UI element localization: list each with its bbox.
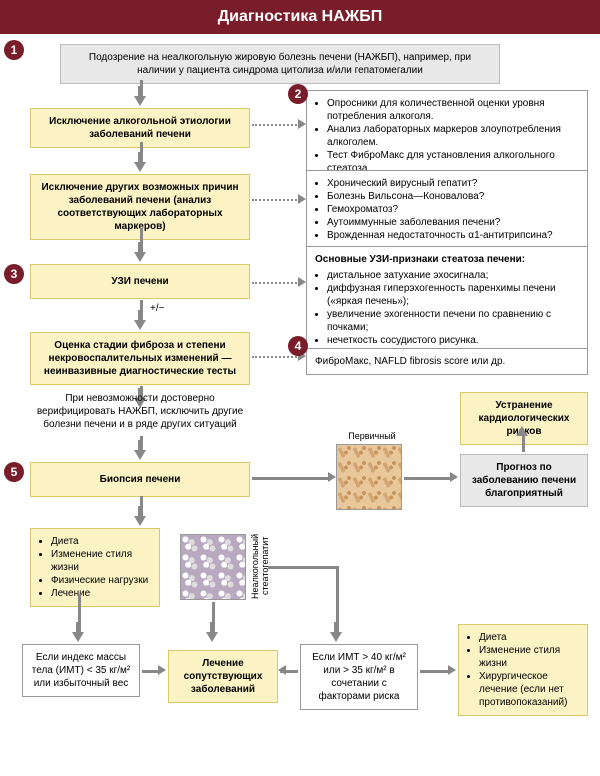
box-surgery: Диета Изменение стиля жизни Хирургическо… [458,624,588,716]
plus-minus-label: +/− [150,302,164,315]
flowchart-canvas: 1 Подозрение на неалкогольную жировую бо… [0,34,600,774]
box-bmi-high: Если ИМТ > 40 кг/м² или > 35 кг/м² в соч… [300,644,418,710]
box-lifestyle: Диета Изменение стиля жизни Физические н… [30,528,160,607]
box-comorbid: Лечение сопутствующих заболеваний [168,650,278,703]
box-fibromax: ФиброМакс, NAFLD fibrosis score или др. [306,348,588,375]
box-alcohol-tests: Опросники для количественной оценки уров… [306,90,588,182]
badge-4: 4 [288,336,308,356]
badge-3: 3 [4,264,24,284]
badge-2: 2 [288,84,308,104]
label-steatohepatitis: Неалкогольный стеатогепатит [250,526,270,606]
image-steatosis [336,444,402,510]
image-steatohepatitis [180,534,246,600]
box-biopsy: Биопсия печени [30,462,250,497]
box-other-causes: Хронический вирусный гепатит? Болезнь Ви… [306,170,588,249]
box-uzi-signs: Основные УЗИ-признаки стеатоза печени: д… [306,246,588,354]
text-impossibility: При невозможности достоверно верифициров… [30,392,250,431]
badge-1: 1 [4,40,24,60]
box-fibrosis-stage: Оценка стадии фиброза и степени некровос… [30,332,250,385]
page-header: Диагностика НАЖБП [0,0,600,34]
box-bmi-low: Если индекс массы тела (ИМТ) < 35 кг/м² … [22,644,140,697]
box-suspicion: Подозрение на неалкогольную жировую боле… [60,44,500,84]
box-prognosis: Прогноз по заболеванию печени благоприят… [460,454,588,507]
box-uzi: УЗИ печени [30,264,250,299]
badge-5: 5 [4,462,24,482]
